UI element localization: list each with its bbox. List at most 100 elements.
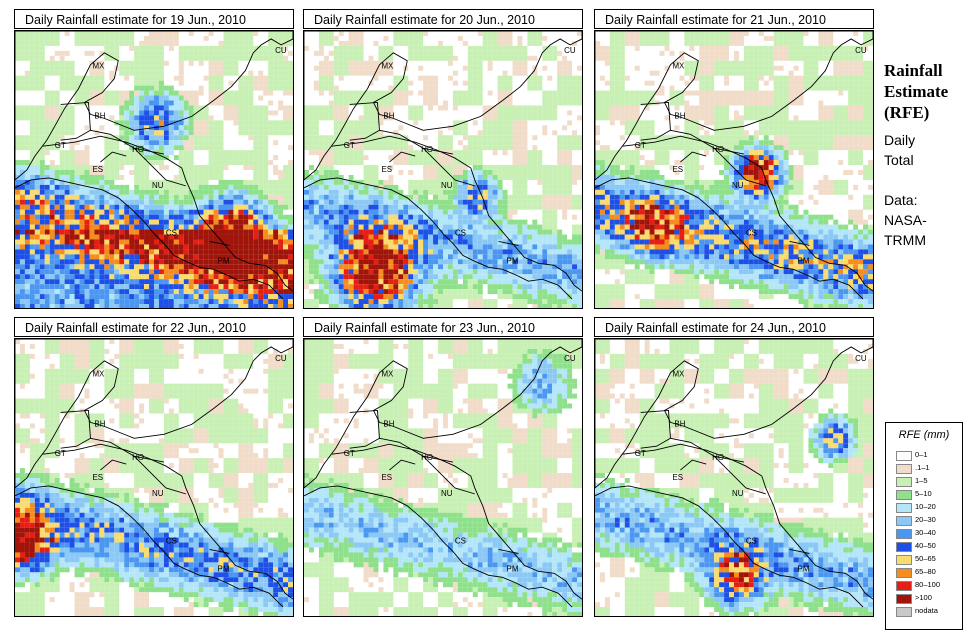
rain-cell — [34, 75, 40, 81]
rain-cell — [433, 224, 439, 230]
rain-cell — [318, 75, 324, 81]
rain-cell — [134, 224, 140, 230]
rain-cell — [69, 70, 75, 76]
rain-cell — [462, 189, 468, 195]
rain-cell — [557, 194, 563, 200]
rain-cell — [168, 209, 174, 215]
rain-cell — [248, 269, 254, 275]
rain-cell — [139, 120, 145, 126]
rain-cell — [168, 140, 174, 146]
rain-cell — [457, 224, 463, 230]
rain-cell — [44, 140, 50, 146]
rain-cell — [29, 269, 35, 275]
rain-cell — [343, 279, 349, 285]
rain-cell — [318, 294, 324, 300]
rain-cell — [487, 115, 493, 121]
rain-cell — [109, 40, 115, 46]
rain-cell — [114, 229, 120, 235]
rain-cell — [248, 45, 254, 51]
rain-cell — [104, 274, 110, 280]
rain-cell — [552, 299, 558, 305]
rain-cell — [19, 35, 25, 41]
rain-cell — [19, 50, 25, 56]
rain-cell — [318, 234, 324, 240]
rain-cell — [59, 224, 65, 230]
rain-cell — [39, 219, 45, 225]
rain-cell — [198, 55, 204, 61]
rain-cell — [443, 179, 448, 185]
rain-cell — [89, 174, 95, 180]
rain-cell — [328, 254, 334, 260]
rain-cell — [313, 194, 319, 200]
rain-cell — [348, 274, 354, 280]
rain-cell — [34, 254, 40, 260]
rain-cell — [358, 130, 364, 136]
rain-cell — [443, 264, 448, 270]
rain-cell — [328, 274, 334, 280]
rain-cell — [233, 254, 239, 260]
rain-cell — [183, 204, 189, 210]
rain-cell — [248, 249, 254, 255]
rain-cell — [428, 80, 434, 86]
rain-cell — [304, 304, 309, 308]
rain-cell — [368, 204, 374, 210]
rain-cell — [15, 234, 20, 240]
rain-cell — [447, 259, 453, 265]
rain-cell — [188, 224, 194, 230]
rain-cell — [163, 110, 169, 116]
rain-cell — [413, 264, 419, 270]
rain-cell — [537, 150, 543, 156]
rain-cell — [218, 85, 224, 91]
rain-cell — [119, 189, 125, 195]
rain-cell — [154, 40, 159, 46]
rain-cell — [373, 199, 379, 205]
rain-cell — [368, 289, 374, 295]
rain-cell — [218, 95, 224, 101]
rain-cell — [89, 169, 95, 175]
rain-cell — [15, 194, 20, 200]
rain-cell — [353, 239, 359, 245]
rain-cell — [49, 65, 55, 71]
rain-cell — [532, 274, 538, 280]
rain-cell — [29, 209, 35, 215]
rain-cell — [154, 184, 159, 190]
rain-cell — [418, 239, 424, 245]
rain-cell — [323, 274, 329, 280]
rain-cell — [253, 199, 259, 205]
rain-cell — [188, 145, 194, 151]
rain-cell — [168, 304, 174, 308]
rain-cell — [393, 294, 399, 300]
rain-cell — [552, 189, 558, 195]
rain-cell — [248, 214, 254, 220]
rain-cell — [358, 304, 364, 308]
rain-cell — [124, 294, 130, 300]
rain-cell — [208, 269, 214, 275]
rain-cell — [238, 194, 244, 200]
rain-cell — [467, 145, 473, 151]
rain-cell — [44, 100, 50, 106]
rain-cell — [517, 234, 523, 240]
rain-cell — [84, 269, 90, 275]
rain-cell — [438, 184, 443, 190]
rain-cell — [283, 269, 289, 275]
rain-cell — [149, 31, 154, 36]
rain-cell — [482, 234, 488, 240]
rain-cell — [158, 259, 164, 265]
rain-cell — [283, 289, 289, 295]
rain-cell — [79, 299, 85, 305]
rain-cell — [547, 110, 553, 116]
rain-cell — [423, 95, 429, 101]
rain-cell — [443, 279, 448, 285]
rain-cell — [114, 219, 120, 225]
rain-cell — [54, 145, 60, 151]
rain-cell — [228, 199, 234, 205]
rain-cell — [134, 304, 140, 308]
rain-cell — [183, 289, 189, 295]
rain-cell — [94, 60, 100, 66]
rain-cell — [418, 274, 424, 280]
rain-cell — [24, 40, 30, 46]
rain-cell — [487, 40, 493, 46]
rain-cell — [363, 204, 369, 210]
rain-cell — [433, 184, 439, 190]
rain-cell — [447, 219, 453, 225]
